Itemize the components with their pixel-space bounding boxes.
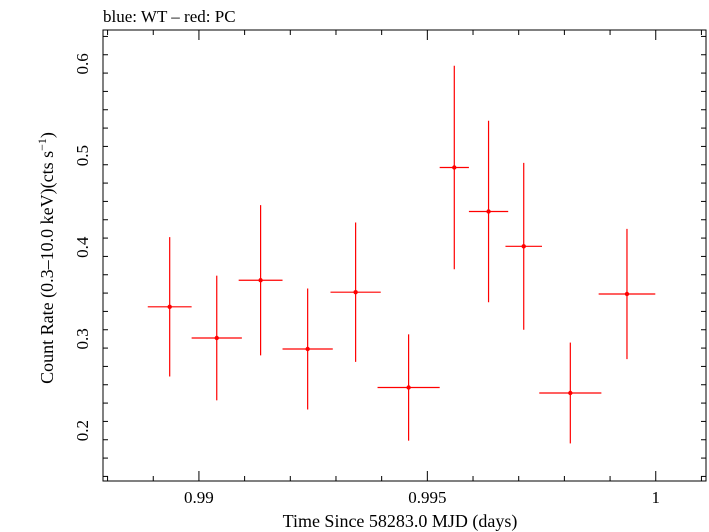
point-marker — [214, 335, 219, 341]
data-point — [598, 228, 656, 360]
y-axis-label: Count Rate (0.3–10.0 keV)(cts s−1) — [35, 132, 58, 384]
point-marker — [258, 278, 263, 283]
y-axis-label-superscript: −1 — [35, 138, 49, 151]
data-point — [147, 237, 192, 377]
point-marker — [406, 385, 411, 390]
point-marker — [486, 209, 491, 214]
x-axis-label: Time Since 58283.0 MJD (days) — [283, 511, 518, 532]
data-point — [439, 65, 469, 270]
point-marker — [353, 289, 358, 295]
data-point — [377, 334, 440, 441]
y-tick-label: 0.5 — [73, 145, 92, 166]
x-tick-label: 0.99 — [184, 488, 214, 507]
data-point — [238, 205, 283, 356]
y-tick-label: 0.4 — [73, 236, 92, 258]
data-point — [505, 162, 543, 330]
y-axis-label-end: ) — [37, 132, 58, 138]
data-points — [147, 65, 656, 444]
y-axis-ticks: 0.2 0.3 0.4 0.5 0.6 — [73, 35, 706, 477]
x-tick-label: 1 — [652, 488, 661, 507]
point-marker — [305, 346, 310, 352]
y-tick-label: 0.2 — [73, 420, 92, 441]
point-marker — [624, 291, 630, 297]
y-axis-label-main: Count Rate (0.3–10.0 keV)(cts s — [37, 151, 58, 384]
data-point — [330, 222, 381, 362]
point-marker — [452, 165, 457, 170]
x-axis-ticks: 0.99 0.995 1 — [107, 30, 702, 507]
y-tick-label: 0.6 — [73, 53, 92, 74]
point-marker — [521, 244, 526, 249]
data-point — [539, 342, 602, 444]
data-point — [191, 275, 242, 401]
point-marker — [167, 304, 172, 310]
data-point — [282, 288, 333, 410]
point-marker — [568, 390, 573, 396]
x-tick-label: 0.995 — [408, 488, 446, 507]
y-tick-label: 0.3 — [73, 328, 92, 349]
plot-frame — [102, 29, 707, 482]
chart-title: blue: WT – red: PC — [103, 7, 236, 26]
data-point — [468, 120, 509, 303]
